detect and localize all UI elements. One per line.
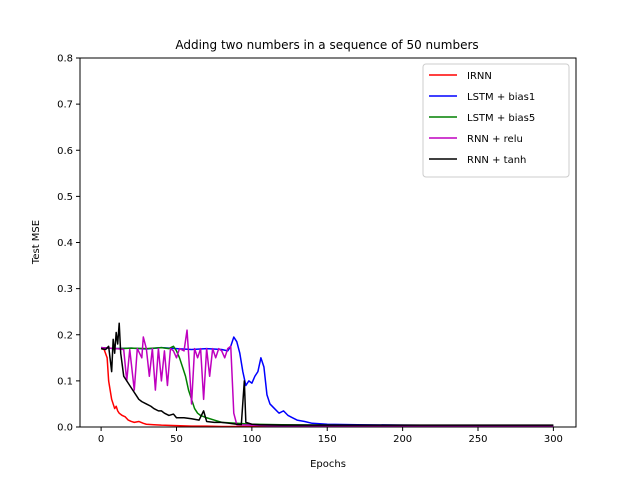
x-tick-label: 250 (468, 434, 487, 445)
series-layer (100, 322, 554, 428)
y-tick-label: 0.1 (57, 376, 73, 387)
y-tick-label: 0.2 (57, 330, 73, 341)
y-tick-label: 0.5 (57, 192, 73, 203)
y-axis: 0.0 0.1 0.2 0.3 0.4 0.5 0.6 0.7 0.8 (57, 54, 80, 434)
series-line-lstm-bias1 (101, 336, 554, 427)
x-tick-label: 150 (318, 434, 337, 445)
x-tick-label: 0 (98, 434, 104, 445)
y-tick-label: 0.3 (57, 284, 73, 295)
legend-entry: LSTM + bias1 (467, 92, 535, 103)
y-tick-label: 0.0 (57, 423, 73, 434)
x-tick-label: 100 (242, 434, 261, 445)
y-tick-label: 0.7 (57, 100, 73, 111)
legend-entry: RNN + tanh (467, 155, 526, 166)
y-tick-label: 0.4 (57, 238, 73, 249)
legend-entry: LSTM + bias5 (467, 113, 535, 124)
x-tick-label: 50 (170, 434, 183, 445)
y-tick-label: 0.6 (57, 146, 73, 157)
chart-title: Adding two numbers in a sequence of 50 n… (175, 38, 478, 52)
legend: IRNN LSTM + bias1 LSTM + bias5 RNN + relu RN… (422, 63, 570, 178)
series-line-rnn-tanh (100, 322, 554, 426)
x-tick-label: 200 (393, 434, 412, 445)
y-axis-label: Test MSE (31, 220, 42, 265)
x-axis: 0 50 100 150 200 250 300 (98, 427, 563, 445)
y-tick-label: 0.8 (57, 54, 73, 65)
x-tick-label: 300 (544, 434, 563, 445)
legend-entry: RNN + relu (467, 134, 523, 145)
legend-entry: IRNN (467, 71, 492, 82)
series-line-rnn-relu (101, 329, 554, 427)
x-axis-label: Epochs (310, 459, 346, 470)
legend-box (422, 63, 570, 178)
